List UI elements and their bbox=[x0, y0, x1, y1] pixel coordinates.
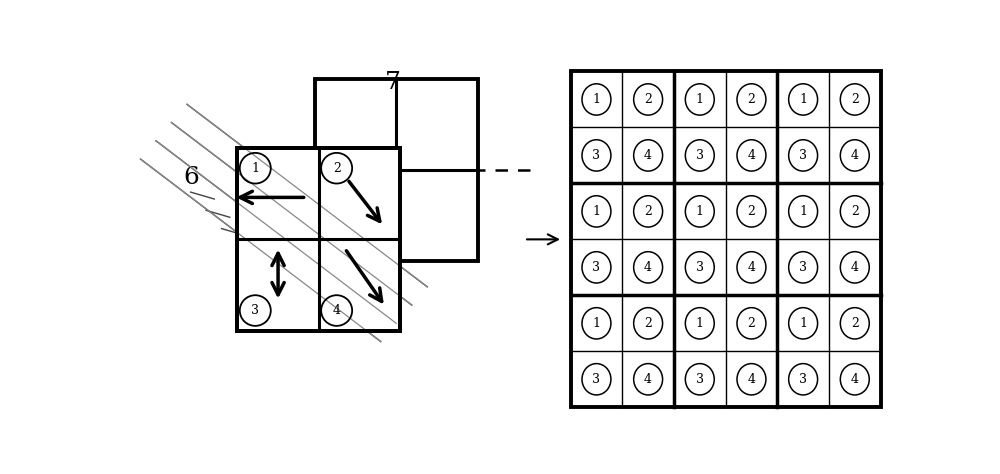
Text: 6: 6 bbox=[183, 166, 199, 189]
Text: 3: 3 bbox=[799, 149, 807, 162]
Text: 4: 4 bbox=[747, 149, 755, 162]
Text: 3: 3 bbox=[251, 304, 259, 317]
Text: 1: 1 bbox=[696, 205, 704, 218]
Text: 4: 4 bbox=[644, 373, 652, 386]
Text: 2: 2 bbox=[644, 205, 652, 218]
Bar bbox=[315, 79, 478, 261]
Text: 2: 2 bbox=[851, 317, 859, 330]
Text: 4: 4 bbox=[851, 373, 859, 386]
Text: 2: 2 bbox=[333, 162, 341, 175]
Text: 1: 1 bbox=[799, 205, 807, 218]
Text: 1: 1 bbox=[799, 317, 807, 330]
Bar bbox=[237, 148, 400, 331]
Text: 3: 3 bbox=[799, 373, 807, 386]
Text: 3: 3 bbox=[592, 149, 600, 162]
Text: 4: 4 bbox=[747, 261, 755, 274]
Text: 4: 4 bbox=[747, 373, 755, 386]
Text: 2: 2 bbox=[851, 93, 859, 106]
Text: 2: 2 bbox=[748, 317, 755, 330]
Text: 2: 2 bbox=[644, 317, 652, 330]
Text: 4: 4 bbox=[333, 304, 341, 317]
Text: 3: 3 bbox=[696, 373, 704, 386]
Bar bbox=[237, 148, 400, 331]
Text: 1: 1 bbox=[592, 93, 600, 106]
Text: 1: 1 bbox=[696, 93, 704, 106]
Text: 1: 1 bbox=[251, 162, 259, 175]
Text: 4: 4 bbox=[644, 149, 652, 162]
Text: 7: 7 bbox=[384, 71, 400, 94]
Text: 1: 1 bbox=[799, 93, 807, 106]
Text: 1: 1 bbox=[592, 205, 600, 218]
Text: 4: 4 bbox=[644, 261, 652, 274]
Text: 1: 1 bbox=[696, 317, 704, 330]
Text: 2: 2 bbox=[851, 205, 859, 218]
Bar bbox=[571, 72, 881, 407]
Text: 4: 4 bbox=[851, 149, 859, 162]
Text: 3: 3 bbox=[592, 261, 600, 274]
Text: 2: 2 bbox=[748, 93, 755, 106]
Text: 3: 3 bbox=[592, 373, 600, 386]
Text: 4: 4 bbox=[851, 261, 859, 274]
Text: 3: 3 bbox=[696, 149, 704, 162]
Text: 2: 2 bbox=[644, 93, 652, 106]
Text: 1: 1 bbox=[592, 317, 600, 330]
Text: 2: 2 bbox=[748, 205, 755, 218]
Text: 3: 3 bbox=[799, 261, 807, 274]
Text: 3: 3 bbox=[696, 261, 704, 274]
